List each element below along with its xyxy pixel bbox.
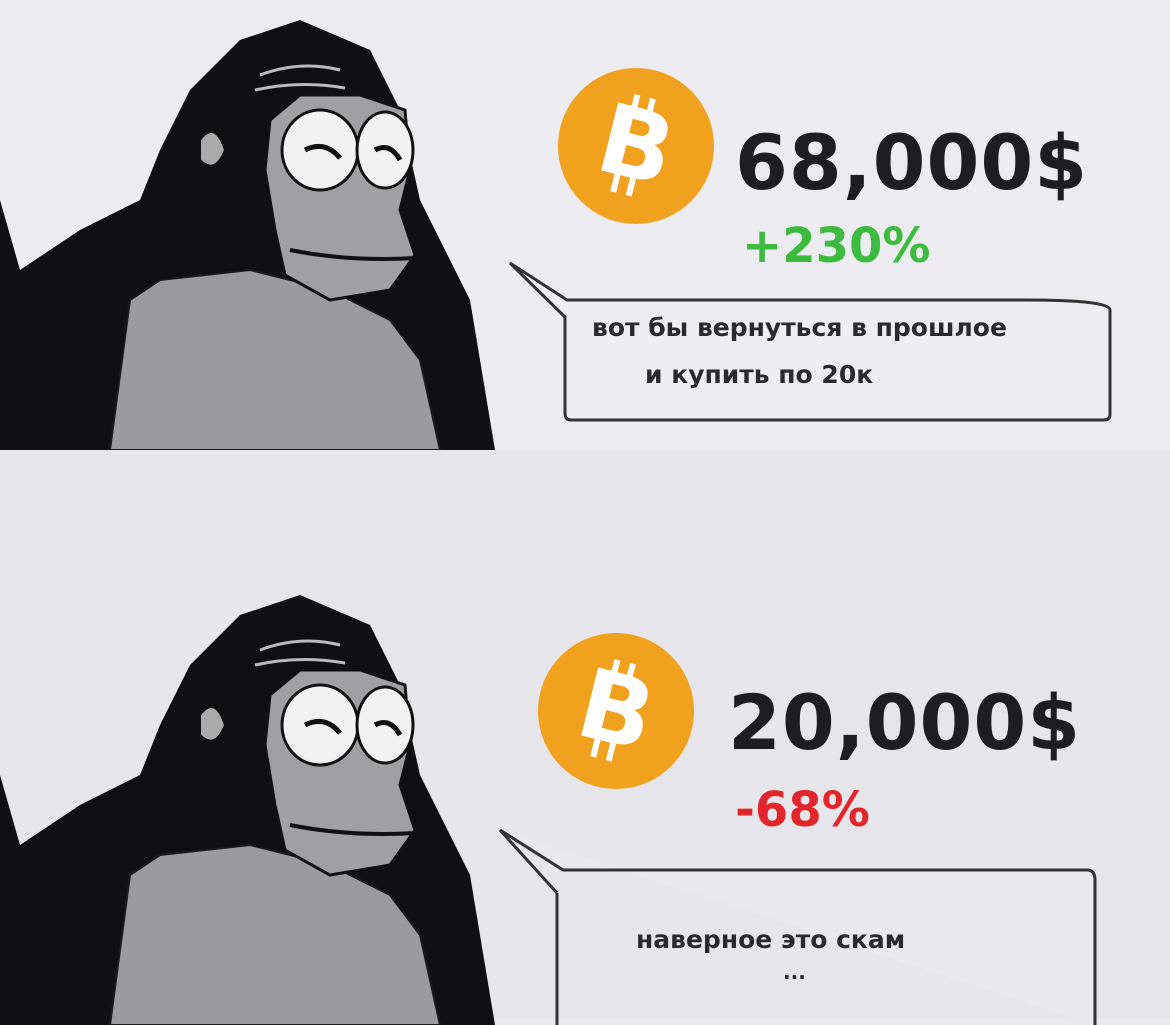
- speech-line-1: наверное это скам: [636, 925, 906, 954]
- speech-bubble: [498, 828, 1097, 1025]
- speech-line-2: ...: [783, 960, 806, 984]
- speech-line-1: вот бы вернуться в прошлое: [592, 313, 1007, 342]
- price-label: 68,000$: [735, 118, 1089, 207]
- gorilla-image: [0, 595, 500, 1025]
- panel-top: B 68,000$ +230% вот бы вернуться в прошл…: [0, 0, 1170, 450]
- bitcoin-icon: B: [558, 68, 714, 224]
- speech-bubble: [508, 261, 1112, 422]
- change-label: +230%: [742, 218, 931, 274]
- price-label: 20,000$: [728, 678, 1082, 767]
- panel-bottom: B 20,000$ -68% наверное это скам ...: [0, 450, 1170, 1025]
- speech-line-2: и купить по 20к: [645, 360, 874, 389]
- gorilla-image: [0, 0, 500, 450]
- change-label: -68%: [735, 782, 870, 838]
- bitcoin-icon: B: [538, 633, 694, 789]
